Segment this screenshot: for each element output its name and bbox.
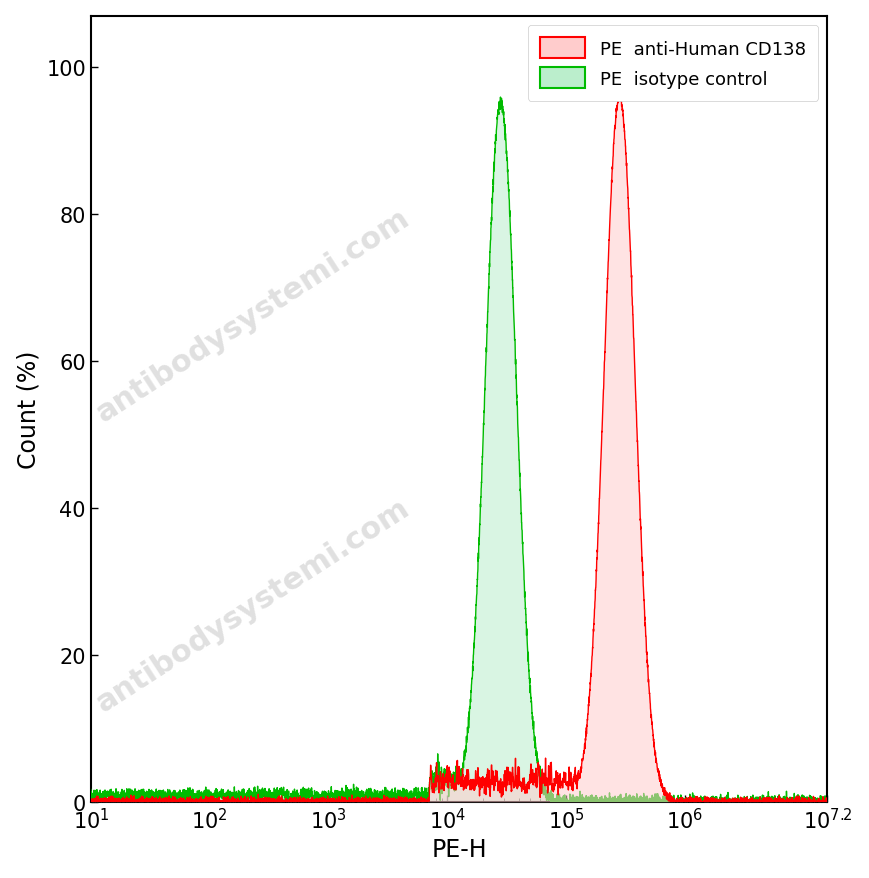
Text: antibodysystemi.com: antibodysystemi.com [91,493,415,717]
X-axis label: PE-H: PE-H [431,838,487,861]
Legend: PE  anti-Human CD138, PE  isotype control: PE anti-Human CD138, PE isotype control [527,25,819,102]
Y-axis label: Count (%): Count (%) [17,350,41,468]
Text: antibodysystemi.com: antibodysystemi.com [91,203,415,428]
